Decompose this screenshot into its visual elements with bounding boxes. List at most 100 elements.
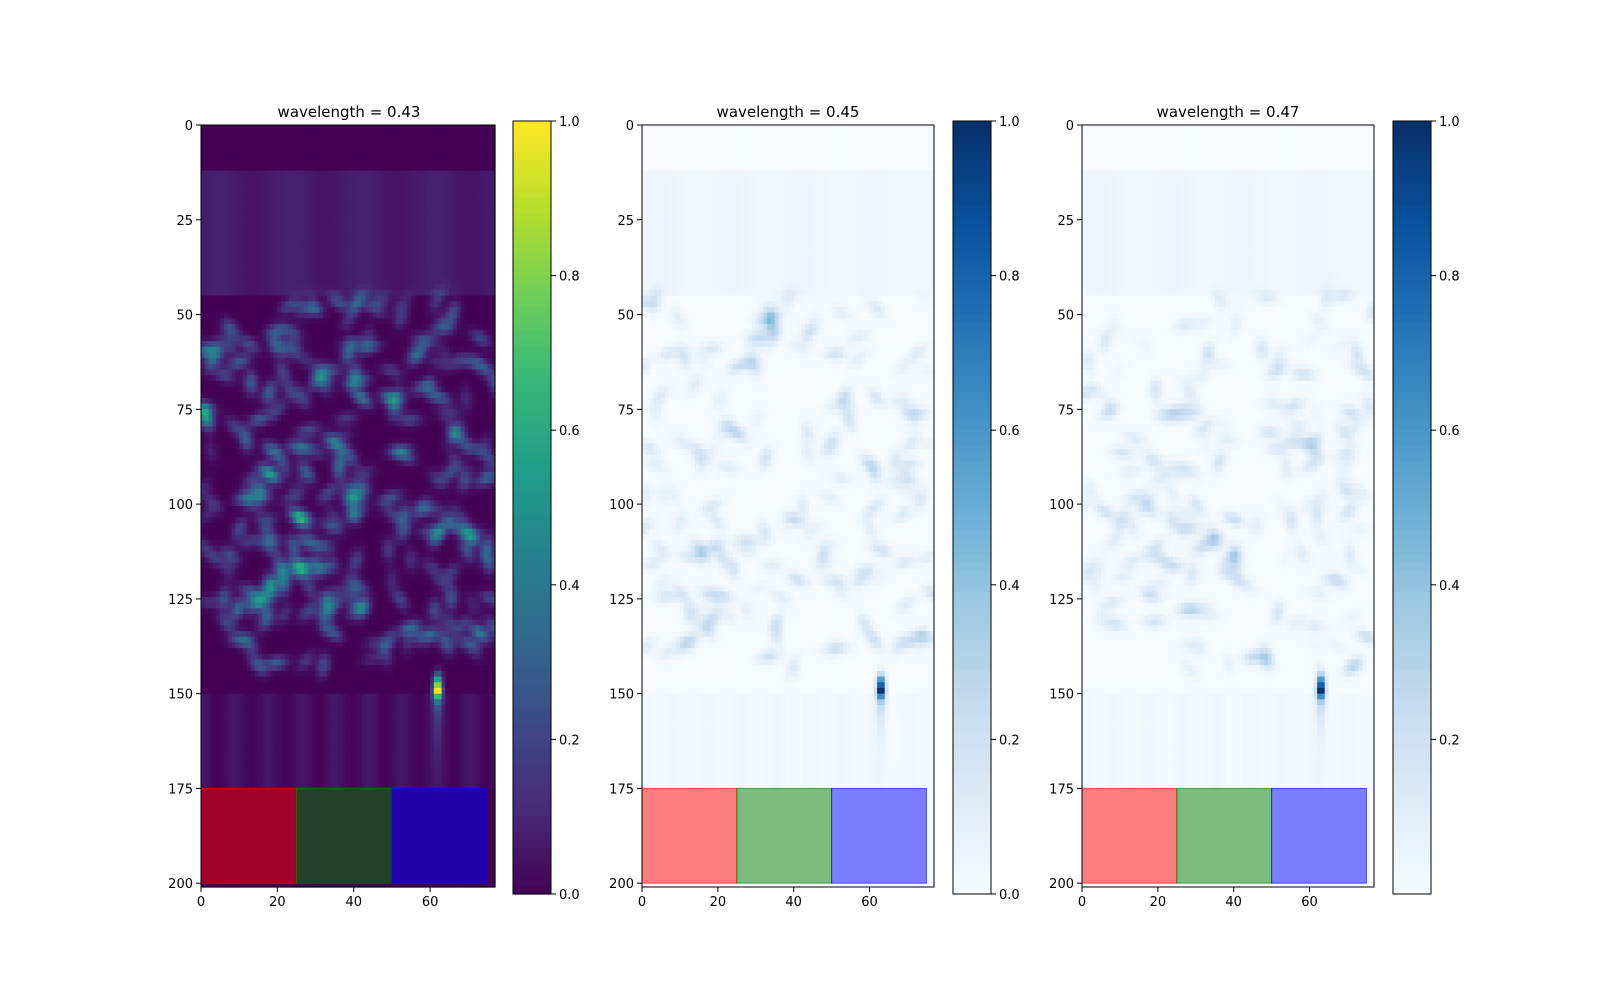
heatmap-cell [296,170,301,177]
heatmap-cell [307,187,313,194]
heatmap-cell [357,136,362,143]
heatmap-cell [437,227,443,234]
heatmap-cell [288,386,294,393]
heatmap-cell [391,215,397,223]
heatmap-cell [453,358,458,365]
heatmap-cell [212,267,217,274]
heatmap-cell [372,278,378,285]
heatmap-cell [391,181,397,189]
heatmap-cell [369,147,374,155]
heatmap-cell [349,193,355,200]
heatmap-cell [411,284,416,291]
heatmap-cell [227,449,233,456]
heatmap-cell [437,278,443,285]
heatmap-cell [399,380,404,388]
heatmap-cell [468,261,473,268]
heatmap-cell [403,426,408,433]
heatmap-cell [311,346,317,354]
heatmap-cell [456,170,462,177]
heatmap-cell [300,375,305,382]
heatmap-cell [468,358,473,365]
heatmap-cell [441,306,446,314]
heatmap-cell [369,437,374,445]
heatmap-cell [250,363,256,371]
heatmap-cell [433,358,439,365]
heatmap-cell [453,488,458,496]
heatmap-cell [258,147,263,155]
heatmap-cell [483,432,488,439]
heatmap-cell [479,210,485,217]
heatmap-cell [254,261,259,268]
heatmap-cell [437,312,443,319]
heatmap-cell [456,363,462,371]
heatmap-cell [369,454,374,462]
heatmap-cell [388,130,393,137]
heatmap-cell [201,375,206,382]
heatmap-cell [380,153,385,160]
heatmap-cell [399,255,404,263]
heatmap-cell [346,380,351,388]
heatmap-cell [208,272,214,280]
heatmap-cell [273,289,278,297]
heatmap-cell [262,221,267,228]
heatmap-cell [475,136,481,143]
heatmap-cell [342,153,347,160]
heatmap-cell [223,471,229,479]
heatmap-cell [369,397,374,405]
heatmap-cell [388,215,393,223]
heatmap-cell [258,432,263,439]
heatmap-cell [372,238,378,246]
heatmap-cell [334,477,340,484]
heatmap-cell [464,324,469,331]
heatmap-cell [426,460,431,467]
heatmap-cell [315,176,320,183]
heatmap-cell [422,324,427,331]
heatmap-cell [262,130,267,137]
heatmap-cell [353,170,359,177]
heatmap-cell [334,295,340,302]
heatmap-cell [231,136,236,143]
heatmap-cell [292,312,298,319]
heatmap-cell [349,488,355,496]
heatmap-cell [273,136,278,143]
heatmap-cell [491,449,496,456]
heatmap-cell [449,318,454,325]
heatmap-cell [311,176,317,183]
heatmap-cell [449,153,454,160]
heatmap-cell [338,324,343,331]
heatmap-cell [342,443,347,450]
heatmap-cell [300,198,305,206]
heatmap-cell [243,261,248,268]
heatmap-cell [235,420,240,427]
heatmap-cell [441,312,446,319]
heatmap-cell [491,397,496,405]
heatmap-cell [388,471,393,479]
heatmap-cell [285,284,290,291]
heatmap-cell [418,432,424,439]
heatmap-cell [330,198,336,206]
heatmap-cell [349,284,355,291]
heatmap-cell [307,306,313,314]
heatmap-cell [288,420,294,427]
heatmap-cell [460,250,466,257]
heatmap-cell [472,164,477,172]
heatmap-cell [460,483,466,490]
heatmap-cell [372,346,378,354]
heatmap-cell [487,380,492,388]
heatmap-cell [487,284,492,291]
heatmap-cell [449,170,454,177]
heatmap-cell [365,250,370,257]
heatmap-cell [334,488,340,496]
heatmap-cell [330,261,336,268]
heatmap-cell [342,432,347,439]
heatmap-cell [277,306,282,314]
heatmap-cell [296,341,301,348]
heatmap-cell [327,369,332,376]
heatmap-cell [411,437,416,445]
heatmap-cell [483,255,488,263]
heatmap-cell [487,392,492,399]
heatmap-cell [376,238,382,246]
heatmap-cell [246,409,252,416]
heatmap-cell [380,295,385,302]
heatmap-cell [223,227,229,234]
